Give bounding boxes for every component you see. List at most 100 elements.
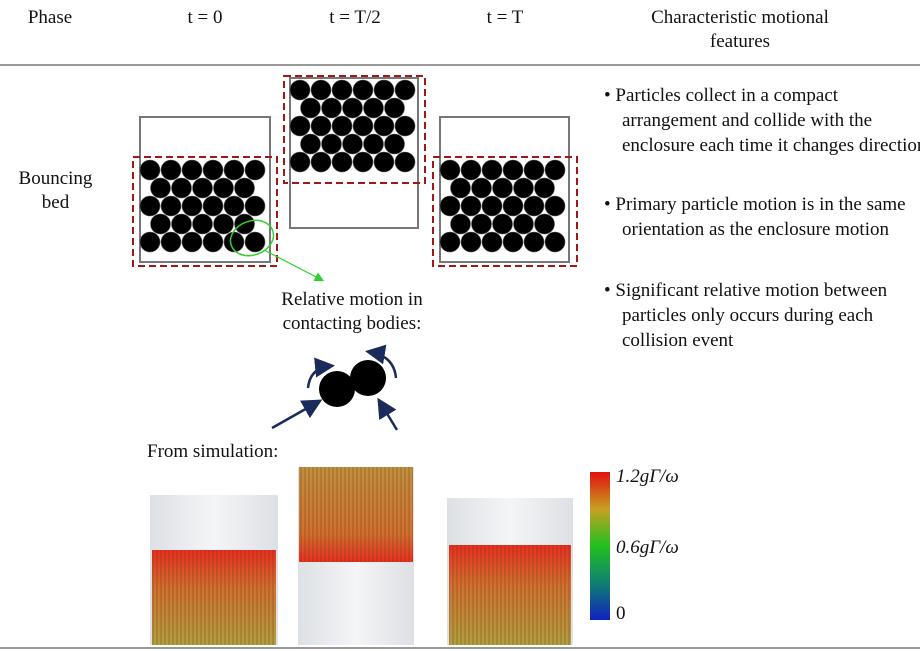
sim-texture: [299, 467, 413, 562]
particle: [535, 214, 555, 234]
phase-label: Bouncing bed: [8, 167, 103, 215]
particle: [140, 232, 160, 252]
particle: [319, 371, 355, 407]
particle: [151, 214, 171, 234]
particle: [161, 232, 181, 252]
particle: [353, 116, 373, 136]
force-arrow: [380, 402, 397, 430]
particle: [301, 134, 321, 154]
particle: [472, 214, 492, 234]
page: Phase t = 0 t = T/2 t = T Characteristic…: [0, 0, 920, 651]
particle: [385, 98, 405, 118]
particle: [343, 134, 363, 154]
particle: [235, 178, 255, 198]
particle: [524, 196, 544, 216]
particle: [482, 160, 502, 180]
particle: [343, 98, 363, 118]
particle: [524, 160, 544, 180]
particle: [224, 196, 244, 216]
particle: [535, 178, 555, 198]
particle: [182, 196, 202, 216]
particle: [235, 214, 255, 234]
inset-label: Relative motion in contacting bodies:: [262, 288, 442, 336]
particle: [151, 178, 171, 198]
particle: [451, 214, 471, 234]
particle: [322, 134, 342, 154]
column-header: t = 0: [150, 6, 260, 30]
particle: [395, 152, 415, 172]
particle: [493, 214, 513, 234]
particle: [440, 160, 460, 180]
feature: • Significant relative motion between pa…: [604, 278, 920, 353]
particle: [311, 152, 331, 172]
particle: [482, 196, 502, 216]
particle: [332, 116, 352, 136]
particle: [461, 196, 481, 216]
column-header: t = T: [450, 6, 560, 30]
particle: [311, 80, 331, 100]
particle: [503, 196, 523, 216]
colorbar-label: 0.6gΓ/ω: [616, 536, 679, 560]
particle: [374, 116, 394, 136]
colorbar-label: 1.2gΓ/ω: [616, 465, 679, 489]
bullet: •: [604, 194, 615, 215]
particle: [461, 160, 481, 180]
particle: [493, 178, 513, 198]
bullet: •: [604, 280, 615, 301]
feature-text: Primary particle motion is in the same o…: [615, 194, 905, 240]
particle: [395, 80, 415, 100]
particle: [332, 152, 352, 172]
column-header: Characteristic motional features: [625, 6, 855, 54]
particle: [245, 232, 265, 252]
particle: [545, 160, 565, 180]
particle: [451, 178, 471, 198]
particle: [482, 232, 502, 252]
particle: [472, 178, 492, 198]
particle: [364, 134, 384, 154]
particle: [224, 160, 244, 180]
particle: [440, 232, 460, 252]
particle: [290, 116, 310, 136]
particle: [353, 80, 373, 100]
particle: [524, 232, 544, 252]
column-header: t = T/2: [295, 6, 415, 30]
particle: [461, 232, 481, 252]
particle: [193, 214, 213, 234]
particle: [245, 160, 265, 180]
column-header: Phase: [10, 6, 90, 30]
particle: [203, 196, 223, 216]
colorbar: [590, 472, 610, 620]
particle: [350, 360, 386, 396]
particle: [385, 134, 405, 154]
particle: [172, 178, 192, 198]
particle: [514, 178, 534, 198]
particle: [203, 232, 223, 252]
particle: [353, 152, 373, 172]
particle: [182, 160, 202, 180]
particle: [203, 160, 223, 180]
particle: [545, 232, 565, 252]
particle: [545, 196, 565, 216]
particle: [182, 232, 202, 252]
feature-text: Significant relative motion between part…: [615, 280, 887, 351]
particle: [514, 214, 534, 234]
sim-texture: [152, 550, 276, 645]
particle: [332, 80, 352, 100]
particle: [214, 178, 234, 198]
particle: [290, 152, 310, 172]
particle: [322, 98, 342, 118]
particle: [245, 196, 265, 216]
particle: [364, 98, 384, 118]
particle: [503, 160, 523, 180]
colorbar-label: 0: [616, 602, 626, 626]
particle: [140, 196, 160, 216]
particle: [193, 178, 213, 198]
particle: [161, 160, 181, 180]
simulation-label: From simulation:: [147, 440, 278, 464]
particle: [290, 80, 310, 100]
bullet: •: [604, 85, 615, 106]
particle: [374, 152, 394, 172]
feature: • Particles collect in a compact arrange…: [604, 83, 920, 158]
particle: [214, 214, 234, 234]
particle: [503, 232, 523, 252]
